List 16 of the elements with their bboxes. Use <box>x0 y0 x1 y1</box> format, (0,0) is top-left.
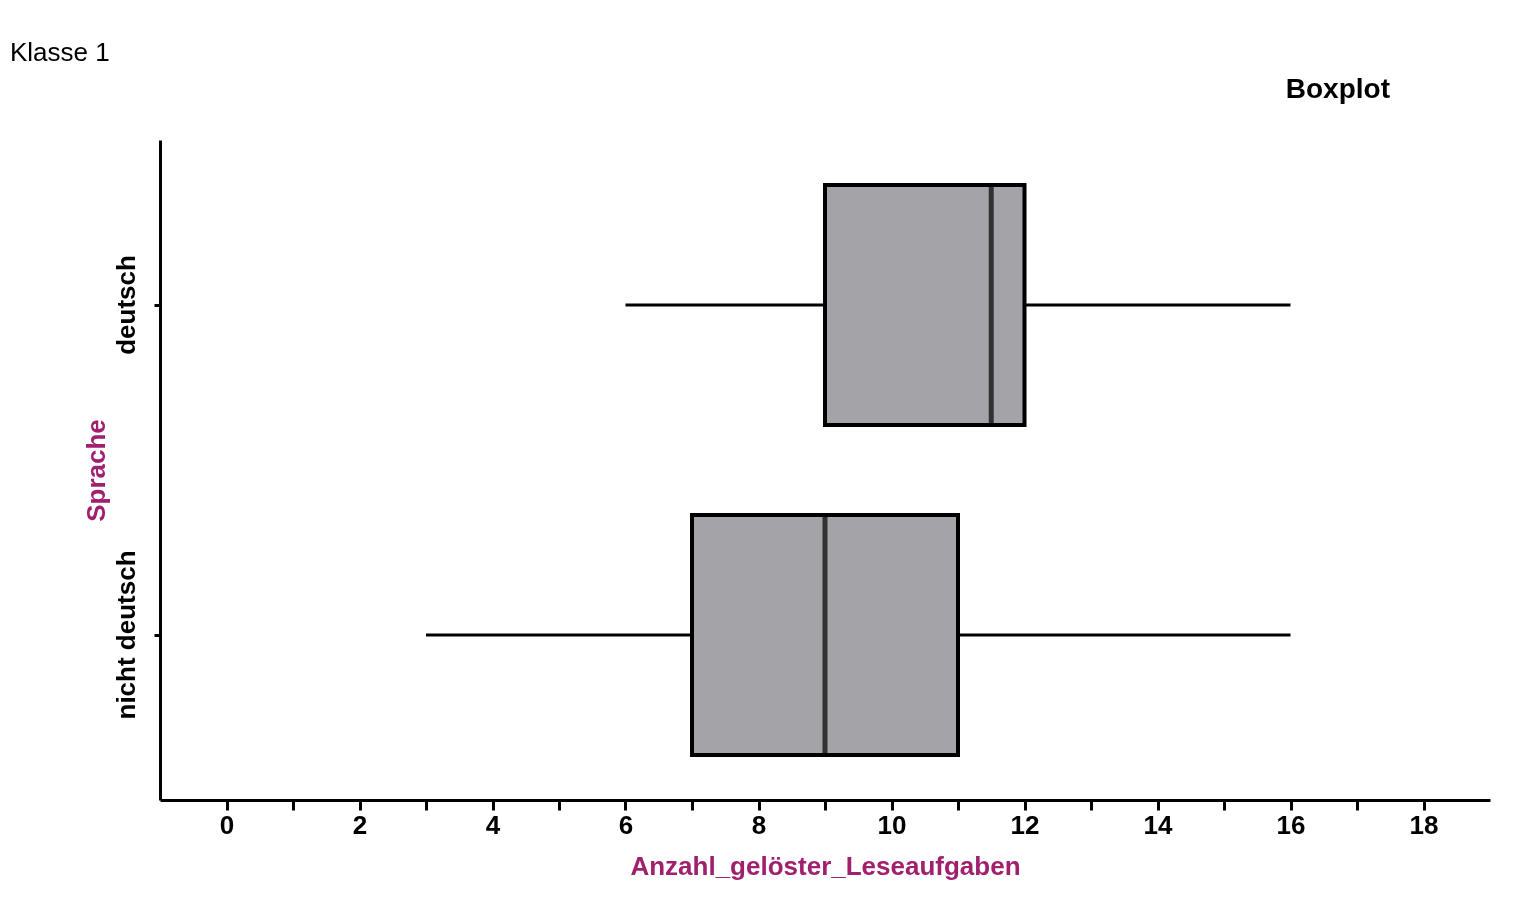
x-axis-title: Anzahl_gelöster_Leseaufgaben <box>630 850 1021 881</box>
x-tick-label: 10 <box>877 809 907 840</box>
chart-title: Klasse 1 <box>10 37 110 67</box>
text: Boxplot <box>1285 73 1390 104</box>
y-tick-label: deutsch <box>110 255 141 355</box>
x-tick-label: 14 <box>1143 809 1173 840</box>
x-tick-label: 12 <box>1010 809 1040 840</box>
x-tick-label: 0 <box>219 809 235 840</box>
y-axis-title: Sprache <box>80 419 111 522</box>
x-tick-label: 8 <box>751 809 767 840</box>
x-tick-label: 16 <box>1276 809 1306 840</box>
y-tick-label: nicht deutsch <box>110 550 141 720</box>
x-tick-label: 6 <box>618 809 634 840</box>
x-tick-label: 2 <box>352 809 368 840</box>
x-tick-label: 18 <box>1409 809 1439 840</box>
x-tick-label: 4 <box>485 809 501 840</box>
